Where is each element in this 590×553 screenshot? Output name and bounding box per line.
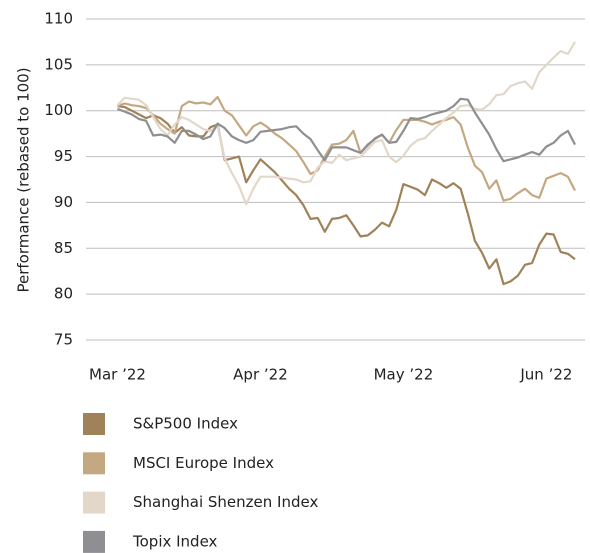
line-series <box>116 41 576 206</box>
x-tick-label: Jun ’22 <box>519 366 572 384</box>
x-tick-label: Apr ’22 <box>233 366 288 384</box>
y-tick-label: 105 <box>44 55 73 73</box>
y-tick-label: 100 <box>44 101 73 119</box>
legend-swatch <box>83 530 105 553</box>
x-tick-label: May ’22 <box>374 366 434 384</box>
y-tick-label: 75 <box>54 331 73 349</box>
line-series <box>117 97 576 163</box>
legend-swatch <box>83 452 105 475</box>
legend-swatch <box>83 413 105 435</box>
legend-label: S&P500 Index <box>133 415 238 433</box>
y-tick-label: 85 <box>54 239 73 257</box>
legend-label: Shanghai Shenzen Index <box>133 493 318 511</box>
line-series <box>117 95 576 202</box>
y-tick-label: 90 <box>54 193 73 211</box>
y-axis-label: Performance (rebased to 100) <box>15 67 33 292</box>
line-series <box>117 105 576 286</box>
legend-swatch <box>83 491 105 514</box>
legend-label: MSCI Europe Index <box>133 454 274 472</box>
y-tick-label: 95 <box>54 147 73 165</box>
y-tick-label: 110 <box>44 10 73 28</box>
x-tick-label: Mar ’22 <box>89 366 146 384</box>
legend-label: Topix Index <box>132 532 218 550</box>
y-tick-label: 80 <box>54 285 73 303</box>
